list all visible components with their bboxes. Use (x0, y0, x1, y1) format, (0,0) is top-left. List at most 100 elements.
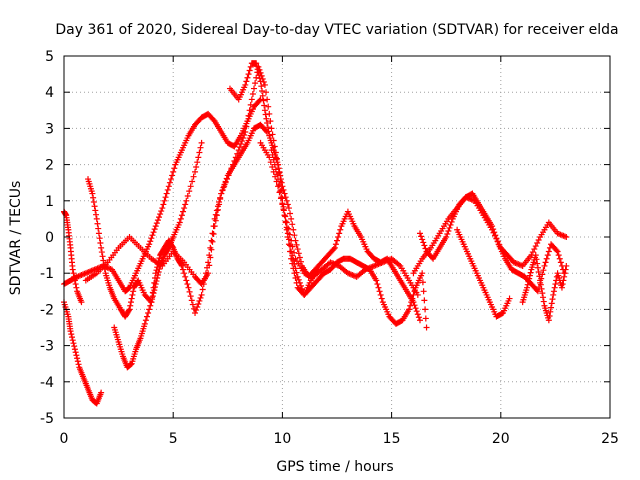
data-point (160, 201, 167, 208)
data-point (150, 284, 157, 291)
data-point (152, 270, 159, 277)
series-arc3 (85, 139, 205, 320)
data-point (548, 300, 555, 307)
data-point (493, 235, 500, 242)
data-point (189, 178, 196, 185)
data-point (127, 302, 134, 309)
data-point (414, 311, 421, 318)
series-arc10 (416, 190, 568, 295)
data-point (199, 286, 206, 293)
data-point (292, 265, 299, 272)
data-point (525, 278, 532, 285)
data-point (255, 69, 262, 76)
data-point (376, 288, 383, 295)
y-tick-label: 5 (45, 49, 54, 65)
data-point (151, 226, 158, 233)
data-point (73, 352, 80, 359)
data-point (89, 190, 96, 197)
data-point (97, 240, 104, 247)
data-point (290, 226, 297, 233)
data-point (266, 154, 273, 161)
data-point (188, 297, 195, 304)
data-point (272, 173, 279, 180)
y-tick-label: 4 (45, 85, 54, 101)
data-point (242, 129, 249, 136)
data-point (69, 334, 76, 341)
data-point (100, 257, 107, 264)
data-point (178, 262, 185, 269)
data-point (335, 234, 342, 240)
data-point (186, 288, 193, 295)
data-point (558, 284, 565, 291)
data-point (534, 240, 541, 247)
data-point (527, 269, 534, 276)
data-point (158, 208, 165, 215)
data-point (231, 157, 238, 164)
data-point (243, 123, 250, 130)
data-point (177, 215, 184, 222)
data-point (205, 259, 212, 266)
data-point (555, 252, 562, 259)
data-point (544, 252, 551, 259)
data-point (256, 72, 263, 79)
data-point (259, 87, 266, 94)
data-point (407, 302, 414, 309)
data-point (96, 235, 103, 242)
data-point (151, 279, 158, 286)
data-point (99, 253, 106, 260)
data-point (210, 116, 217, 123)
data-point (152, 223, 159, 230)
data-point (240, 135, 247, 142)
data-point (420, 239, 427, 246)
data-point (561, 273, 568, 280)
data-point (281, 190, 288, 197)
data-point (550, 288, 557, 295)
data-point (259, 92, 266, 99)
data-point (147, 302, 154, 309)
data-point (265, 103, 272, 110)
data-point (225, 172, 232, 179)
data-point (268, 147, 275, 154)
data-point (444, 230, 451, 237)
data-point (170, 168, 177, 175)
data-point (529, 249, 536, 256)
data-point (406, 306, 413, 313)
data-point (68, 331, 75, 338)
data-point (377, 291, 384, 298)
data-point (149, 232, 156, 239)
y-axis-label: SDTVAR / TECUs (8, 181, 24, 296)
data-point (560, 277, 567, 284)
data-point (531, 246, 538, 253)
data-point (546, 313, 553, 320)
data-point (236, 144, 243, 151)
data-point (265, 128, 272, 135)
data-point (289, 243, 296, 250)
data-point (330, 246, 337, 253)
data-point (419, 270, 426, 277)
data-point (294, 273, 301, 280)
data-point (540, 267, 547, 274)
data-point (283, 197, 290, 204)
data-point (213, 212, 220, 219)
data-point (280, 186, 287, 193)
data-point (254, 66, 261, 73)
data-point (153, 267, 160, 274)
data-point (184, 192, 191, 199)
data-point (374, 281, 381, 288)
data-point (235, 147, 242, 154)
data-point (228, 165, 235, 172)
data-point (264, 119, 271, 126)
data-point (526, 275, 533, 282)
data-point (286, 231, 293, 238)
data-point (277, 172, 284, 179)
data-point (299, 285, 306, 292)
data-point (534, 260, 541, 267)
data-point (244, 74, 251, 81)
data-point (548, 304, 555, 311)
data-point (197, 144, 204, 151)
data-point (182, 273, 189, 280)
data-point (150, 229, 157, 236)
data-point (245, 112, 252, 119)
data-point (221, 183, 228, 190)
data-point (534, 264, 541, 271)
